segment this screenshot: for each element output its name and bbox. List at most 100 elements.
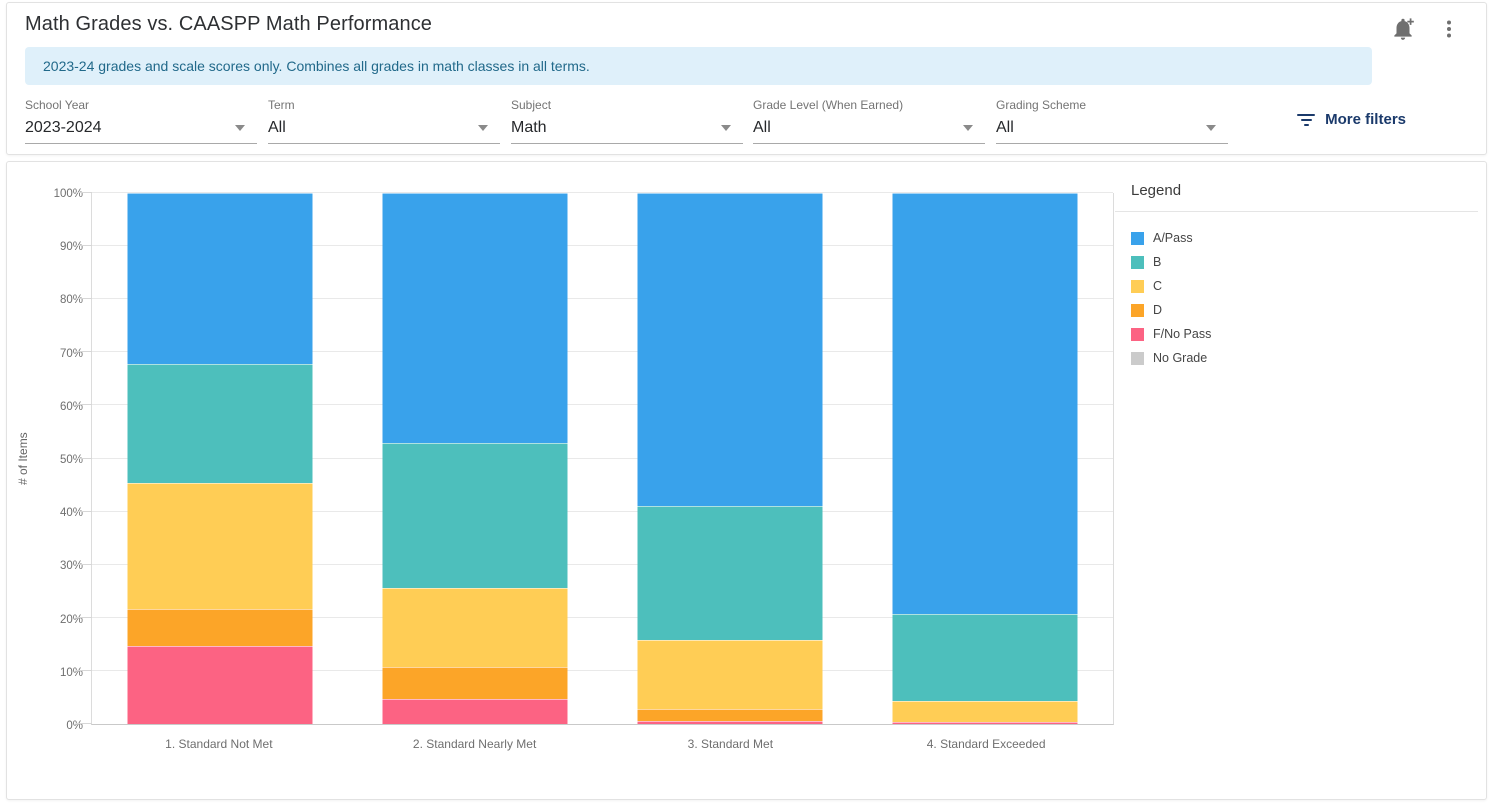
y-tick: [76, 669, 92, 671]
bar-segment[interactable]: [382, 666, 568, 699]
chevron-down-icon: [963, 125, 973, 131]
legend-title: Legend: [1131, 182, 1182, 199]
bar-segment[interactable]: [127, 645, 313, 724]
bar-segment[interactable]: [382, 442, 568, 589]
y-tick: [76, 245, 92, 247]
add-alert-button[interactable]: [1388, 15, 1418, 45]
bar-segment[interactable]: [892, 193, 1078, 614]
filter-grade-level[interactable]: Grade Level (When Earned) All: [753, 98, 985, 144]
bar-3: [637, 193, 823, 724]
chevron-down-icon: [721, 125, 731, 131]
filter-subject[interactable]: Subject Math: [511, 98, 743, 144]
stacked-bar-chart: [76, 192, 1114, 725]
filter-label: Grading Scheme: [996, 98, 1087, 112]
bar-column: [347, 193, 602, 724]
legend-label: B: [1153, 255, 1162, 269]
chevron-down-icon: [235, 125, 245, 131]
gridline: [92, 404, 1113, 406]
legend-label: F/No Pass: [1153, 327, 1212, 341]
bar-segment[interactable]: [637, 506, 823, 641]
bar-segment[interactable]: [892, 613, 1078, 702]
more-filters-label: More filters: [1325, 111, 1406, 128]
legend-label: D: [1153, 303, 1163, 317]
bar-segment[interactable]: [382, 588, 568, 667]
bar-segment[interactable]: [637, 708, 823, 721]
bar-2: [382, 193, 568, 724]
x-axis-label: 2. Standard Nearly Met: [412, 737, 537, 751]
legend-divider: [1115, 211, 1478, 212]
bar-segment[interactable]: [637, 720, 823, 724]
gridline: [92, 563, 1113, 565]
y-tick: [76, 351, 92, 353]
bar-segment[interactable]: [892, 721, 1078, 724]
filter-value: Math: [511, 119, 547, 136]
y-tick: [76, 192, 92, 193]
x-axis-label: 4. Standard Exceeded: [926, 737, 1046, 751]
filter-grading-scheme[interactable]: Grading Scheme All: [996, 98, 1228, 144]
legend-swatch: [1131, 303, 1144, 317]
y-tick-label: 90%: [59, 241, 83, 254]
gridline: [92, 192, 1113, 193]
bar-column: [603, 193, 858, 724]
chart-legend: Legend A/Pass B C D F/No Pass No Grade: [1115, 176, 1478, 370]
x-axis: 1. Standard Not Met 2. Standard Nearly Me…: [91, 737, 1114, 755]
chevron-down-icon: [1206, 125, 1216, 131]
legend-item-f-no-pass[interactable]: F/No Pass: [1131, 322, 1478, 346]
legend-swatch: [1131, 327, 1144, 341]
bar-segment[interactable]: [382, 193, 568, 443]
y-tick-label: 60%: [59, 400, 83, 413]
y-tick: [76, 563, 92, 565]
filter-term[interactable]: Term All: [268, 98, 500, 144]
y-tick-label: 70%: [59, 347, 83, 360]
kebab-menu-icon: [1437, 20, 1461, 45]
more-options-button[interactable]: [1434, 15, 1464, 45]
gridline: [92, 457, 1113, 459]
bar-segment[interactable]: [637, 193, 823, 507]
legend-item-d[interactable]: D: [1131, 298, 1478, 322]
y-tick: [76, 298, 92, 300]
bar-segment[interactable]: [127, 482, 313, 610]
legend-swatch: [1131, 231, 1144, 245]
gridline: [92, 245, 1113, 247]
y-tick: [76, 457, 92, 459]
legend-item-a-pass[interactable]: A/Pass: [1131, 226, 1478, 250]
legend-label: No Grade: [1153, 351, 1208, 365]
chevron-down-icon: [478, 125, 488, 131]
gridline: [92, 298, 1113, 300]
more-filters-button[interactable]: More filters: [1297, 111, 1406, 128]
legend-swatch: [1131, 351, 1144, 365]
filter-school-year[interactable]: School Year 2023-2024: [25, 98, 257, 144]
chart-card: # of Items 0% 10% 20% 30% 40% 50% 60% 70% 80% 90%…: [6, 161, 1487, 800]
y-tick: [76, 616, 92, 618]
bar-column: [92, 193, 347, 724]
bar-column: [858, 193, 1113, 724]
bar-segment[interactable]: [892, 701, 1078, 722]
y-tick-label: 100%: [53, 188, 83, 200]
legend-item-c[interactable]: C: [1131, 274, 1478, 298]
gridline: [92, 669, 1113, 671]
bar-segment[interactable]: [127, 193, 313, 365]
bar-4: [892, 193, 1078, 724]
gridline: [92, 510, 1113, 512]
filter-label: Subject: [511, 98, 552, 112]
legend-swatch: [1131, 279, 1144, 293]
y-axis-title: # of Items: [16, 432, 30, 486]
filter-icon: [1297, 113, 1316, 126]
legend-item-b[interactable]: B: [1131, 250, 1478, 274]
y-tick-label: 30%: [59, 560, 83, 573]
y-tick-label: 10%: [59, 666, 83, 679]
x-axis-label: 1. Standard Not Met: [165, 737, 273, 751]
filter-value: 2023-2024: [25, 119, 102, 136]
legend-item-no-grade[interactable]: No Grade: [1131, 346, 1478, 370]
bar-segment[interactable]: [127, 364, 313, 483]
info-banner: 2023-24 grades and scale scores only. Co…: [25, 47, 1372, 85]
bar-segment[interactable]: [637, 640, 823, 709]
bar-segment[interactable]: [127, 609, 313, 646]
y-tick: [76, 510, 92, 512]
y-tick-label: 0%: [66, 720, 83, 732]
filter-value: All: [268, 119, 286, 136]
y-tick-label: 40%: [59, 507, 83, 520]
legend-swatch: [1131, 255, 1144, 269]
filter-value: All: [996, 119, 1014, 136]
bar-segment[interactable]: [382, 698, 568, 724]
